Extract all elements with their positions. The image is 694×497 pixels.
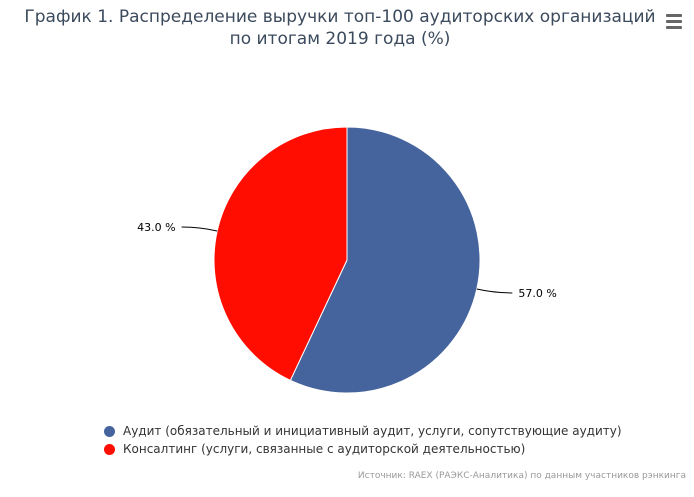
legend: Аудит (обязательный и инициативный аудит… bbox=[104, 422, 622, 458]
pie-slice-audit[interactable] bbox=[289, 126, 481, 394]
data-label-audit: 57.0 % bbox=[518, 287, 556, 300]
legend-item-consulting[interactable]: Консалтинг (услуги, связанные с аудиторс… bbox=[104, 440, 622, 458]
data-label-consulting: 43.0 % bbox=[137, 221, 175, 234]
legend-swatch-consulting bbox=[104, 443, 115, 455]
legend-swatch-audit bbox=[104, 425, 115, 437]
legend-label-consulting: Консалтинг (услуги, связанные с аудиторс… bbox=[123, 442, 526, 456]
connector-consulting bbox=[181, 226, 218, 232]
hamburger-menu-icon[interactable] bbox=[664, 10, 684, 30]
chart-title: График 1. Распределение выручки топ-100 … bbox=[24, 7, 656, 49]
pie-chart: 57.0 % 43.0 % bbox=[137, 126, 557, 394]
source-credits: Источник: RAEX (РАЭКС-Аналитика) по данн… bbox=[357, 471, 686, 481]
legend-item-audit[interactable]: Аудит (обязательный и инициативный аудит… bbox=[104, 422, 622, 440]
connector-audit bbox=[476, 288, 513, 294]
legend-label-audit: Аудит (обязательный и инициативный аудит… bbox=[123, 424, 622, 438]
